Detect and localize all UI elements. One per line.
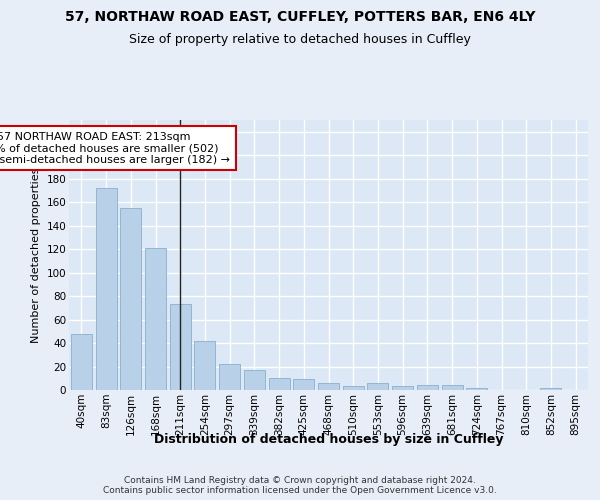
Bar: [541, 388, 562, 390]
Bar: [293, 380, 314, 390]
Bar: [194, 340, 215, 390]
Bar: [219, 364, 240, 390]
Y-axis label: Number of detached properties: Number of detached properties: [31, 168, 41, 342]
Bar: [318, 383, 339, 390]
Bar: [343, 386, 364, 390]
Bar: [170, 304, 191, 390]
Bar: [244, 370, 265, 390]
Text: Distribution of detached houses by size in Cuffley: Distribution of detached houses by size …: [154, 432, 503, 446]
Bar: [442, 386, 463, 390]
Bar: [392, 386, 413, 390]
Bar: [417, 386, 438, 390]
Bar: [71, 334, 92, 390]
Bar: [120, 208, 141, 390]
Text: 57 NORTHAW ROAD EAST: 213sqm
← 73% of detached houses are smaller (502)
26% of s: 57 NORTHAW ROAD EAST: 213sqm ← 73% of de…: [0, 132, 230, 165]
Text: Contains HM Land Registry data © Crown copyright and database right 2024.
Contai: Contains HM Land Registry data © Crown c…: [103, 476, 497, 495]
Bar: [269, 378, 290, 390]
Text: 57, NORTHAW ROAD EAST, CUFFLEY, POTTERS BAR, EN6 4LY: 57, NORTHAW ROAD EAST, CUFFLEY, POTTERS …: [65, 10, 535, 24]
Text: Size of property relative to detached houses in Cuffley: Size of property relative to detached ho…: [129, 32, 471, 46]
Bar: [367, 383, 388, 390]
Bar: [145, 248, 166, 390]
Bar: [95, 188, 116, 390]
Bar: [466, 388, 487, 390]
